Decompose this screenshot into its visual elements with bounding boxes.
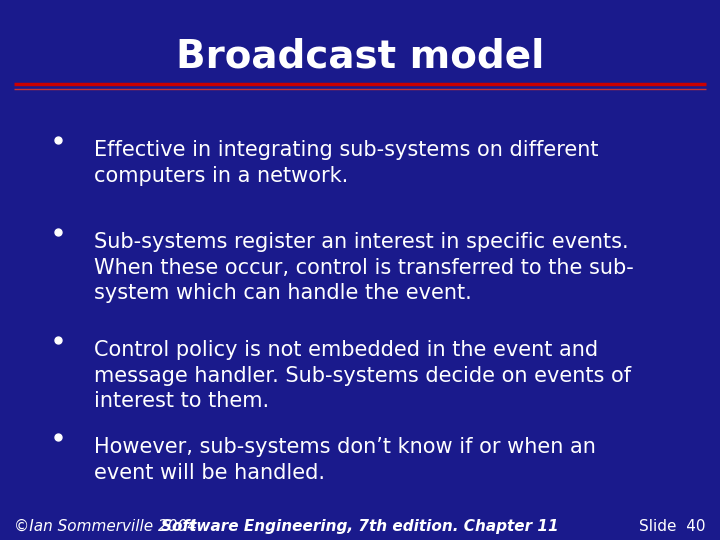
Text: Software Engineering, 7th edition. Chapter 11: Software Engineering, 7th edition. Chapt… (161, 519, 559, 534)
Text: Slide  40: Slide 40 (639, 519, 706, 534)
Text: Sub-systems register an interest in specific events.
When these occur, control i: Sub-systems register an interest in spec… (94, 232, 634, 303)
Text: Effective in integrating sub-systems on different
computers in a network.: Effective in integrating sub-systems on … (94, 140, 598, 186)
Text: Control policy is not embedded in the event and
message handler. Sub-systems dec: Control policy is not embedded in the ev… (94, 340, 631, 411)
Text: However, sub-systems don’t know if or when an
event will be handled.: However, sub-systems don’t know if or wh… (94, 437, 595, 483)
Text: Broadcast model: Broadcast model (176, 38, 544, 76)
Text: ©Ian Sommerville 2004: ©Ian Sommerville 2004 (14, 519, 197, 534)
